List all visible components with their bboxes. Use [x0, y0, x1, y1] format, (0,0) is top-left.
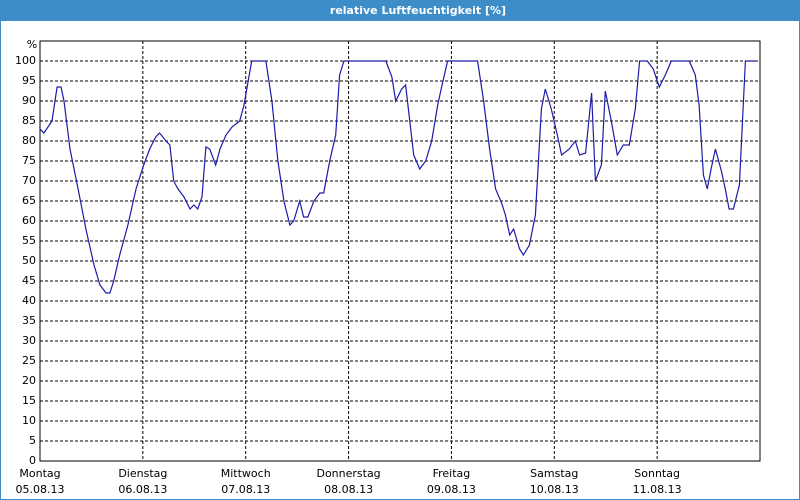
x-tick-date: 06.08.13	[118, 483, 167, 496]
y-tick-label: 40	[22, 294, 36, 307]
chart-title: relative Luftfeuchtigkeit [%]	[330, 4, 506, 17]
y-tick-label: 0	[29, 454, 36, 467]
y-tick-label: 55	[22, 234, 36, 247]
y-tick-label: 20	[22, 374, 36, 387]
y-tick-label: 80	[22, 134, 36, 147]
x-tick-date: 08.08.13	[324, 483, 373, 496]
x-tick-label: Sonntag	[634, 467, 680, 480]
y-tick-label: 25	[22, 354, 36, 367]
y-tick-label: 5	[29, 434, 36, 447]
y-tick-label: 35	[22, 314, 36, 327]
y-tick-label: 75	[22, 154, 36, 167]
title-bar	[0, 0, 800, 21]
x-tick-date: 11.08.13	[633, 483, 682, 496]
x-tick-label: Samstag	[530, 467, 578, 480]
y-tick-label: 45	[22, 274, 36, 287]
x-tick-label: Montag	[19, 467, 60, 480]
x-tick-label: Mittwoch	[221, 467, 271, 480]
y-tick-label: 85	[22, 114, 36, 127]
y-tick-label: 65	[22, 194, 36, 207]
x-tick-date: 10.08.13	[530, 483, 579, 496]
y-tick-label: 90	[22, 94, 36, 107]
x-tick-date: 05.08.13	[16, 483, 65, 496]
x-tick-label: Dienstag	[118, 467, 167, 480]
y-tick-label: 10	[22, 414, 36, 427]
y-axis-label: %	[27, 38, 37, 51]
x-tick-label: Freitag	[433, 467, 471, 480]
y-tick-label: 50	[22, 254, 36, 267]
x-tick-date: 07.08.13	[221, 483, 270, 496]
y-tick-label: 60	[22, 214, 36, 227]
y-tick-label: 70	[22, 174, 36, 187]
y-tick-label: 100	[15, 54, 36, 67]
humidity-line	[39, 60, 756, 294]
y-tick-label: 30	[22, 334, 36, 347]
y-tick-label: 15	[22, 394, 36, 407]
x-tick-label: Donnerstag	[316, 467, 380, 480]
x-tick-date: 09.08.13	[427, 483, 476, 496]
y-tick-label: 95	[22, 74, 36, 87]
